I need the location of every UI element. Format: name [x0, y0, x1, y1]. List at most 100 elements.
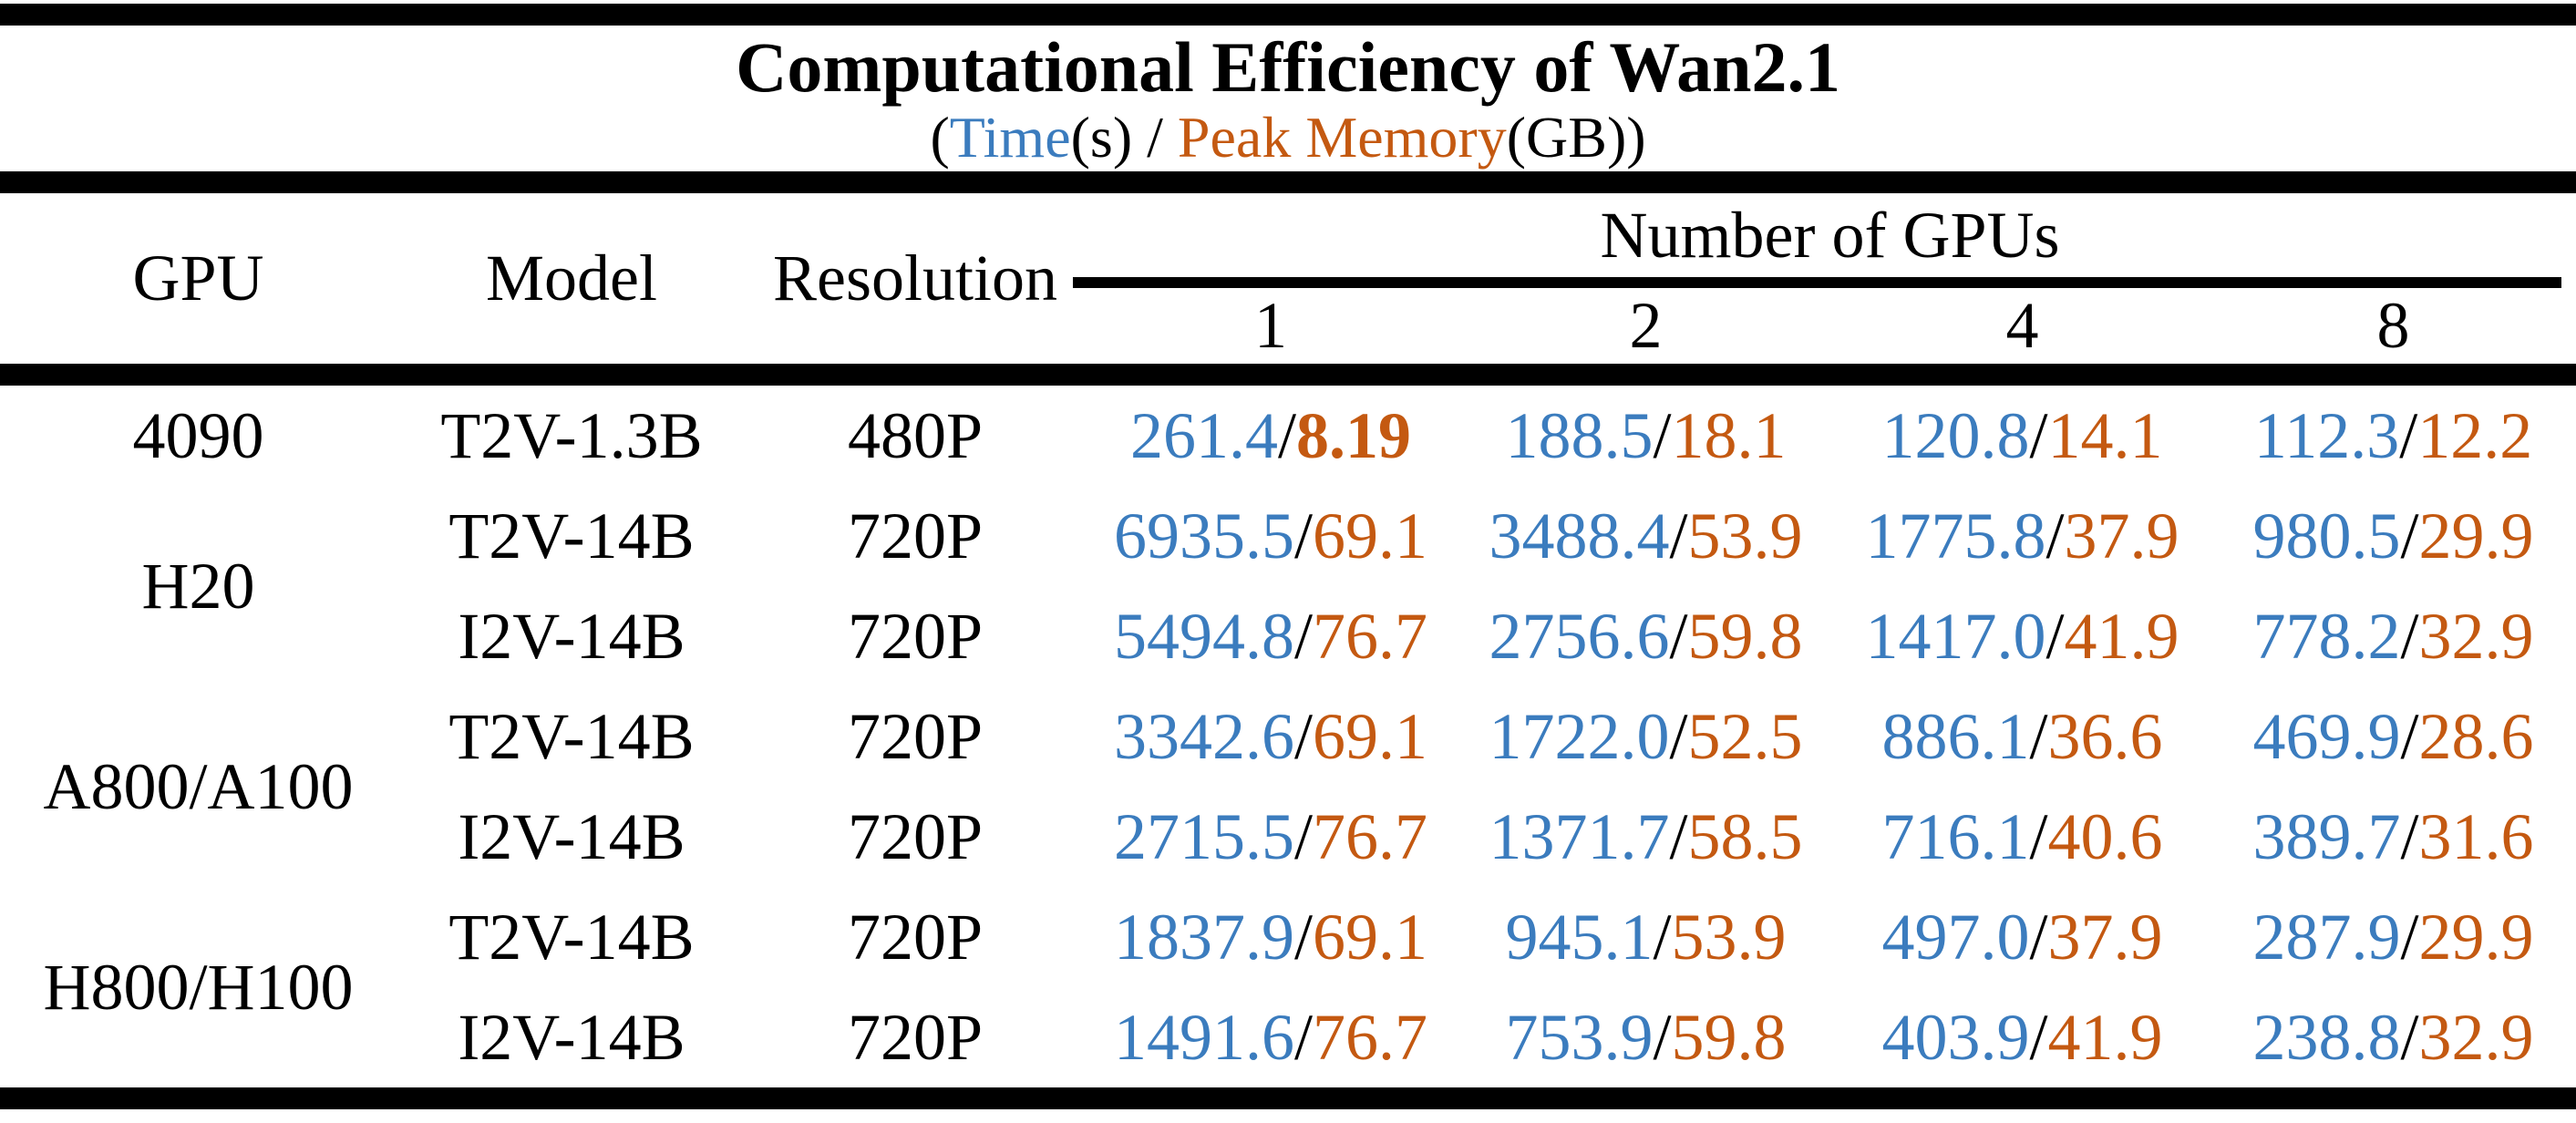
memory-value: 29.9	[2418, 900, 2534, 974]
memory-value: 32.9	[2418, 599, 2534, 673]
time-value: 886.1	[1881, 699, 2030, 773]
slash-separator: /	[2045, 499, 2065, 572]
memory-value: 41.9	[2047, 1000, 2163, 1074]
value-cell: 497.0/37.9	[1834, 887, 2210, 987]
memory-value: 69.1	[1313, 900, 1427, 974]
slash-separator: /	[1293, 900, 1313, 974]
value-cell: 120.8/14.1	[1834, 375, 2210, 486]
column-header-model: Model	[397, 182, 747, 386]
value-cell: 2715.5/76.7	[1084, 787, 1458, 887]
resolution-cell: 720P	[847, 1000, 984, 1074]
table-title: Computational Efficiency of Wan2.1	[736, 27, 1840, 108]
slash-separator: /	[1293, 799, 1313, 873]
memory-value: 18.1	[1671, 398, 1787, 472]
num-gpus-label: Number of GPUs	[1600, 198, 2060, 272]
time-value: 1775.8	[1865, 499, 2046, 572]
value-cell: 389.7/31.6	[2210, 787, 2576, 887]
resolution-cell: 720P	[847, 699, 984, 773]
value-cell: 1491.6/76.7	[1084, 987, 1458, 1098]
resolution-cell: 720P	[847, 799, 984, 873]
model-cell: T2V-14B	[448, 699, 695, 773]
subtitle-open-paren: (	[930, 104, 950, 170]
memory-value: 8.19	[1296, 398, 1411, 472]
model-cell: T2V-1.3B	[440, 398, 703, 472]
slash-separator: /	[2029, 398, 2048, 472]
value-cell: 1775.8/37.9	[1834, 486, 2210, 586]
slash-separator: /	[1293, 499, 1313, 572]
memory-value: 41.9	[2064, 599, 2179, 673]
value-cell: 753.9/59.8	[1458, 987, 1834, 1098]
value-cell: 886.1/36.6	[1834, 686, 2210, 787]
table-subtitle: (Time(s) / Peak Memory(GB))	[0, 108, 2576, 167]
value-cell: 3488.4/53.9	[1458, 486, 1834, 586]
time-value: 261.4	[1129, 398, 1278, 472]
time-value: 980.5	[2252, 499, 2401, 572]
value-cell: 1722.0/52.5	[1458, 686, 1834, 787]
time-value: 778.2	[2252, 599, 2401, 673]
subtitle-time-label: Time	[949, 104, 1071, 170]
time-value: 6935.5	[1113, 499, 1294, 572]
memory-value: 28.6	[2418, 699, 2534, 773]
table-row: H800/H100 T2V-14B 720P 1837.9/69.1 945.1…	[0, 887, 2576, 1024]
memory-value: 29.9	[2418, 499, 2534, 572]
time-value: 188.5	[1505, 398, 1654, 472]
model-cell: I2V-14B	[458, 799, 685, 873]
column-header-gpus-1: 1	[1084, 288, 1458, 386]
memory-value: 76.7	[1313, 1000, 1427, 1074]
value-cell: 716.1/40.6	[1834, 787, 2210, 887]
slash-separator: /	[1653, 900, 1672, 974]
table-row: A800/A100 T2V-14B 720P 3342.6/69.1 1722.…	[0, 686, 2576, 823]
gpu-cell: H800/H100	[43, 950, 354, 1024]
memory-value: 37.9	[2047, 900, 2163, 974]
column-header-resolution: Resolution	[747, 182, 1084, 386]
time-value: 3342.6	[1113, 699, 1294, 773]
value-cell: 1837.9/69.1	[1084, 887, 1458, 987]
memory-value: 59.8	[1671, 1000, 1787, 1074]
value-cell: 1371.7/58.5	[1458, 787, 1834, 887]
memory-value: 14.1	[2047, 398, 2163, 472]
time-value: 389.7	[2252, 799, 2401, 873]
value-cell: 403.9/41.9	[1834, 987, 2210, 1098]
slash-separator: /	[2400, 699, 2419, 773]
slash-separator: /	[1669, 599, 1688, 673]
value-cell: 469.9/28.6	[2210, 686, 2576, 787]
slash-separator: /	[1293, 1000, 1313, 1074]
value-cell: 1417.0/41.9	[1834, 586, 2210, 686]
subtitle-memory-unit: (GB))	[1506, 104, 1646, 170]
table-row: 4090 T2V-1.3B 480P 261.4/8.19 188.5/18.1…	[0, 375, 2576, 486]
time-value: 1417.0	[1865, 599, 2046, 673]
slash-separator: /	[2029, 799, 2048, 873]
memory-value: 31.6	[2418, 799, 2534, 873]
time-value: 238.8	[2252, 1000, 2401, 1074]
resolution-cell: 720P	[847, 900, 984, 974]
model-cell: I2V-14B	[458, 1000, 685, 1074]
resolution-cell: 720P	[847, 599, 984, 673]
time-value: 945.1	[1505, 900, 1654, 974]
subtitle-memory-label: Peak Memory	[1177, 104, 1507, 170]
slash-separator: /	[1669, 799, 1688, 873]
table-row: I2V-14B 720P 5494.8/76.7 2756.6/59.8 141…	[0, 586, 2576, 686]
resolution-cell: 480P	[847, 398, 984, 472]
memory-value: 76.7	[1313, 599, 1427, 673]
memory-value: 12.2	[2417, 398, 2533, 472]
slash-separator: /	[2400, 599, 2419, 673]
slash-separator: /	[2045, 599, 2065, 673]
column-header-gpus-2: 2	[1458, 288, 1834, 386]
slash-separator: /	[1277, 398, 1296, 472]
time-value: 3488.4	[1489, 499, 1670, 572]
value-cell: 945.1/53.9	[1458, 887, 1834, 987]
value-cell: 287.9/29.9	[2210, 887, 2576, 987]
column-header-num-gpus-group: Number of GPUs	[1073, 182, 2576, 288]
gpu-cell: H20	[141, 549, 255, 623]
slash-separator: /	[2029, 900, 2048, 974]
slash-separator: /	[2400, 499, 2419, 572]
column-header-gpu: GPU	[0, 182, 397, 386]
memory-value: 53.9	[1671, 900, 1787, 974]
time-value: 469.9	[2252, 699, 2401, 773]
time-value: 497.0	[1881, 900, 2030, 974]
subtitle-separator: /	[1132, 104, 1178, 170]
memory-value: 59.8	[1687, 599, 1803, 673]
time-value: 2756.6	[1489, 599, 1670, 673]
value-cell: 980.5/29.9	[2210, 486, 2576, 586]
